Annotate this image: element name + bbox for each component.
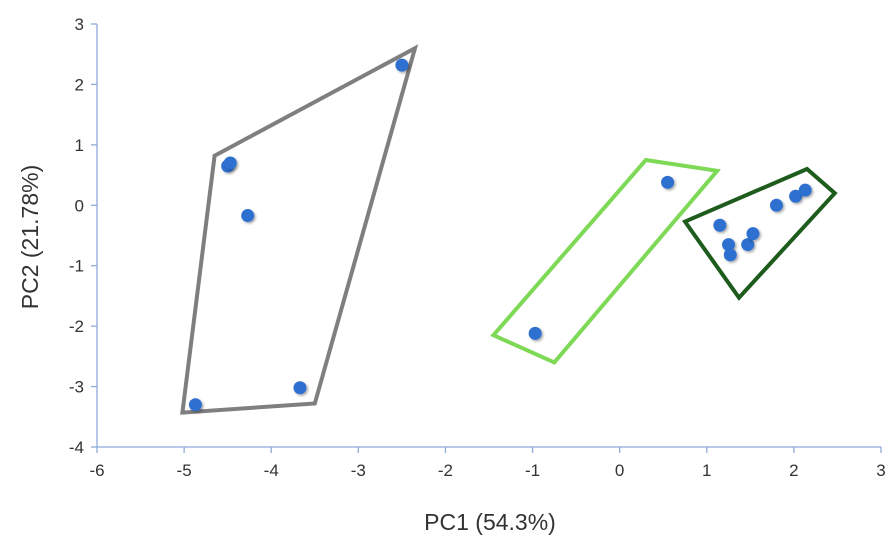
data-point xyxy=(789,189,803,203)
data-point xyxy=(723,248,737,262)
y-axis-title: PC2 (21.78%) xyxy=(17,165,43,309)
cluster-outline-2 xyxy=(490,157,722,365)
x-tick-label: -2 xyxy=(438,461,453,480)
y-tick-label: 3 xyxy=(75,15,84,34)
x-tick-label: -4 xyxy=(264,461,279,480)
data-point xyxy=(241,209,255,223)
x-tick-label: -5 xyxy=(177,461,192,480)
data-points xyxy=(188,58,812,412)
x-tick-label: -1 xyxy=(525,461,540,480)
data-point xyxy=(746,227,760,241)
data-point xyxy=(713,218,727,232)
x-axis-title: PC1 (54.3%) xyxy=(424,509,556,535)
y-tick-label: -4 xyxy=(69,438,84,457)
y-tick-label: 2 xyxy=(75,75,84,94)
y-tick-labels: -4 -3 -2 -1 0 1 2 3 xyxy=(69,15,84,457)
data-point xyxy=(769,198,783,212)
data-point xyxy=(395,58,409,72)
y-tick-label: -3 xyxy=(69,378,84,397)
data-point xyxy=(741,238,755,252)
y-tick-label: -1 xyxy=(69,257,84,276)
chart-axes xyxy=(91,23,882,453)
x-tick-label: -6 xyxy=(89,461,104,480)
data-point xyxy=(293,381,307,395)
x-tick-label: 3 xyxy=(876,461,885,480)
data-point xyxy=(188,398,202,412)
y-tick-label: 0 xyxy=(75,196,84,215)
x-tick-label: 0 xyxy=(615,461,624,480)
data-point xyxy=(798,183,812,197)
data-point xyxy=(528,326,542,340)
x-tick-label: -3 xyxy=(351,461,366,480)
y-tick-label: -2 xyxy=(69,317,84,336)
y-tick-label: 1 xyxy=(75,136,84,155)
cluster-outline-1 xyxy=(180,44,419,415)
data-point xyxy=(661,175,675,189)
data-point xyxy=(722,238,736,252)
cluster-outline-3 xyxy=(681,166,838,301)
data-point xyxy=(223,156,237,170)
x-tick-label: 2 xyxy=(789,461,798,480)
x-tick-label: 1 xyxy=(702,461,711,480)
cluster-outlines xyxy=(180,44,838,415)
x-tick-labels: -6 -5 -4 -3 -2 -1 0 1 2 3 xyxy=(89,461,885,480)
